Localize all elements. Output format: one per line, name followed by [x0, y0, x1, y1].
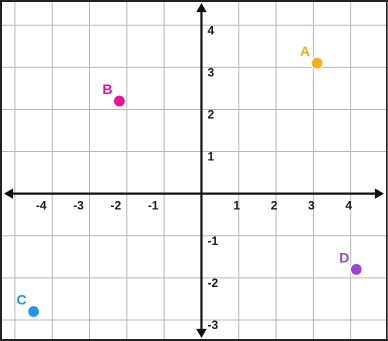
- point-c: [26, 304, 41, 319]
- y-axis-arrow-up: [196, 3, 207, 13]
- y-tick-label: -2: [207, 276, 218, 290]
- axes: [4, 3, 384, 338]
- point-a: [310, 56, 324, 70]
- x-tick-label: 1: [233, 199, 240, 213]
- x-tick-label: -1: [148, 199, 159, 213]
- point-b: [112, 94, 126, 108]
- y-axis-arrow-down: [196, 328, 207, 338]
- y-tick-label: -3: [207, 318, 218, 332]
- point-label-d: D: [339, 249, 349, 265]
- y-tick-label: 4: [207, 23, 214, 37]
- y-tick-label: -1: [207, 234, 218, 248]
- x-tick-label: -2: [111, 199, 122, 213]
- point-label-b: B: [102, 81, 112, 97]
- x-tick-label: -3: [73, 199, 84, 213]
- x-axis-arrow-left: [4, 188, 14, 199]
- y-tick-label: 3: [207, 65, 214, 79]
- x-axis-arrow-right: [374, 188, 384, 199]
- data-points: A B C D: [17, 43, 363, 319]
- tick-labels: -4 -3 -2 -1 1 2 3 4 -3 -2 -1 1 2 3 4: [36, 23, 352, 332]
- y-tick-label: 2: [207, 107, 214, 121]
- y-tick-label: 1: [207, 150, 214, 164]
- x-tick-label: 3: [308, 199, 315, 213]
- point-label-c: C: [17, 292, 27, 308]
- x-tick-label: 2: [271, 199, 278, 213]
- point-label-a: A: [300, 43, 310, 59]
- point-d: [349, 262, 363, 277]
- x-tick-label: -4: [36, 199, 47, 213]
- x-tick-label: 4: [345, 199, 352, 213]
